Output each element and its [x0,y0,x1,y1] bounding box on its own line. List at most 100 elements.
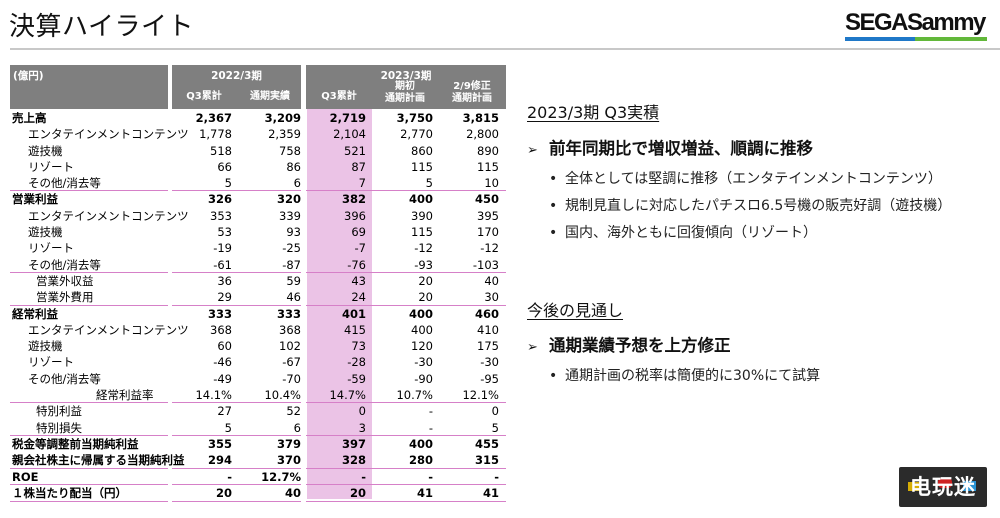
table-row: エンタテインメントコンテンツ 353 339 396 390 395 [10,208,506,224]
row-value: 14.7% [329,388,366,403]
table-header-2023: 2023/3期 Q3累計 期初 通期計画 2/9修正 通期計画 [306,65,506,109]
row-value: 339 [279,208,301,223]
row-value: 175 [477,339,499,354]
row-value: 450 [474,192,499,207]
row-label: 特別利益 [36,404,82,419]
row-value: 390 [411,208,433,223]
row-value: 102 [279,339,301,354]
row-value: 400 [411,322,433,337]
row-label: 特別損失 [36,420,82,435]
row-value: -87 [282,257,301,272]
table-row: 税金等調整前当期純利益 355 379 397 400 455 [10,434,506,452]
row-label: 遊技機 [28,225,63,240]
row-label: エンタテインメントコンテンツ [28,127,189,142]
bullet-item: • 全体としては堅調に推移（エンタテインメントコンテンツ） [549,168,942,188]
row-value: 41 [482,485,499,500]
row-value: 400 [408,192,433,207]
section-heading-outlook: 今後の見通し [527,301,624,320]
table-row: 遊技機 518 758 521 860 890 [10,143,506,159]
row-label: 遊技機 [28,339,63,354]
row-value: 40 [484,273,499,288]
table-row: 特別利益 27 52 0 - 0 [10,402,506,419]
table-row: 営業外費用 29 46 24 20 30 [10,289,506,305]
row-value: 170 [477,225,499,240]
row-value: 36 [217,273,232,288]
col-2023-revised-line1: 2/9修正 [453,81,491,92]
row-value: -95 [480,371,499,386]
row-value: 5 [224,420,232,435]
bullet-dot-icon: • [549,225,558,241]
row-value: 382 [341,192,366,207]
row-value: -7 [354,241,366,256]
row-value: 115 [411,225,433,240]
row-value: -93 [414,257,433,272]
row-label: 売上高 [12,111,47,125]
row-value: 93 [286,225,301,240]
logo-text: SEGASammy [845,9,986,37]
row-value: 2,367 [195,111,232,125]
row-value: 3,209 [264,111,301,125]
col-2023-initial-line1: 期初 [395,81,415,92]
row-value: 379 [276,436,301,451]
row-value: 328 [341,453,366,468]
row-value: 410 [477,322,499,337]
row-value: 333 [207,306,232,321]
row-label: ROE [12,469,39,484]
title-divider [10,48,1000,50]
unit-label: (億円) [13,70,44,82]
row-value: 415 [344,322,366,337]
row-value: 2,104 [333,127,366,142]
row-value: 0 [491,404,499,419]
table-row: 遊技機 60 102 73 120 175 [10,338,506,354]
row-value: 20 [349,485,366,500]
row-value: 368 [279,322,301,337]
table-row: その他/消去等 5 6 7 5 10 [10,175,506,191]
row-value: 315 [474,453,499,468]
row-value: -70 [282,371,301,386]
watermark-logo: 电玩迷 [899,467,987,507]
row-label: 経常利益率 [96,388,154,403]
row-value: 46 [286,290,301,305]
row-value: -103 [472,257,499,272]
logo-sammy: Sammy [907,9,986,36]
row-value: 66 [217,159,232,174]
row-value: 890 [477,143,499,158]
row-value: 10 [484,176,499,191]
bullet-item: • 通期計画の税率は簡便的に30%にて試算 [549,365,820,385]
row-label: エンタテインメントコンテンツ [28,208,189,223]
point-text: 前年同期比で増収増益、順調に推移 [549,139,813,158]
arrow-bullet-icon: ➢ [527,143,538,158]
row-label: 親会社株主に帰属する当期純利益 [12,453,185,468]
row-value: 41 [416,485,433,500]
row-value: 3,815 [462,111,499,125]
row-value: 0 [358,404,366,419]
row-value: -12 [480,241,499,256]
row-value: -30 [480,355,499,370]
table-header-unit: (億円) [10,65,168,109]
row-label: １株当たり配当（円） [12,485,127,500]
table-row: 経常利益率 14.1% 10.4% 14.7% 10.7% 12.1% [10,387,506,403]
period-2022: 2022/3期 [211,70,262,82]
row-label: リゾート [28,355,74,370]
row-value: 3,750 [396,111,433,125]
row-value: 10.4% [264,388,301,403]
row-value: - [361,469,366,484]
table-row: エンタテインメントコンテンツ 1,778 2,359 2,104 2,770 2,800 [10,126,506,142]
row-value: 6 [293,176,301,191]
row-value: 395 [477,208,499,223]
row-value: 397 [341,436,366,451]
row-value: -61 [213,257,232,272]
row-value: - [428,469,433,484]
row-value: 400 [408,306,433,321]
bullet-text: 国内、海外ともに回復傾向（リゾート） [565,225,817,241]
row-value: 12.7% [261,469,301,484]
row-value: 10.7% [396,388,433,403]
watermark-lightning-icon [908,482,920,491]
watermark-gamepad-icon [938,478,952,488]
row-label: 遊技機 [28,143,63,158]
table-row: その他/消去等 -49 -70 -59 -90 -95 [10,371,506,387]
row-value: 53 [217,225,232,240]
period-2023: 2023/3期 [380,70,432,82]
row-value: 860 [411,143,433,158]
table-row: 特別損失 5 6 3 - 5 [10,420,506,436]
